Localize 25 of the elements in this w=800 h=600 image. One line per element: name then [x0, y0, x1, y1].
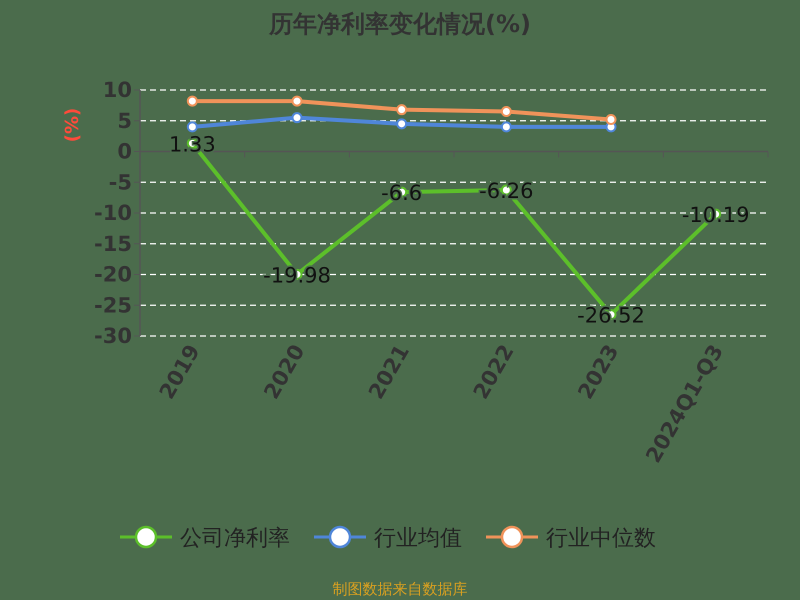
point: [396, 104, 408, 116]
legend-label: 公司净利率: [180, 526, 290, 551]
point: [186, 121, 198, 132]
point: [292, 112, 302, 124]
point: [500, 106, 512, 118]
y-tick-label: -30: [94, 324, 132, 348]
data-label: -26.52: [577, 304, 645, 328]
y-tick-label: -5: [108, 170, 132, 194]
legend-label: 行业中位数: [546, 526, 656, 551]
y-axis-title: (%): [62, 108, 83, 142]
point: [500, 121, 512, 132]
point: [292, 96, 302, 107]
y-tick-label: 0: [117, 140, 132, 164]
y-tick-label: -15: [94, 232, 132, 256]
point: [186, 96, 198, 107]
y-tick-label: -20: [94, 262, 132, 286]
chart-title: 历年净利率变化情况(%): [268, 10, 531, 38]
point: [606, 114, 616, 126]
y-tick-label: 5: [117, 108, 132, 133]
y-tick-label: 10: [102, 78, 132, 102]
text: 制图数据来自数据库: [332, 580, 468, 598]
legend-label: 行业均值: [374, 526, 462, 551]
y-tick-label: -10: [94, 201, 132, 225]
y-tick-label: -25: [94, 293, 132, 318]
point: [396, 118, 408, 130]
